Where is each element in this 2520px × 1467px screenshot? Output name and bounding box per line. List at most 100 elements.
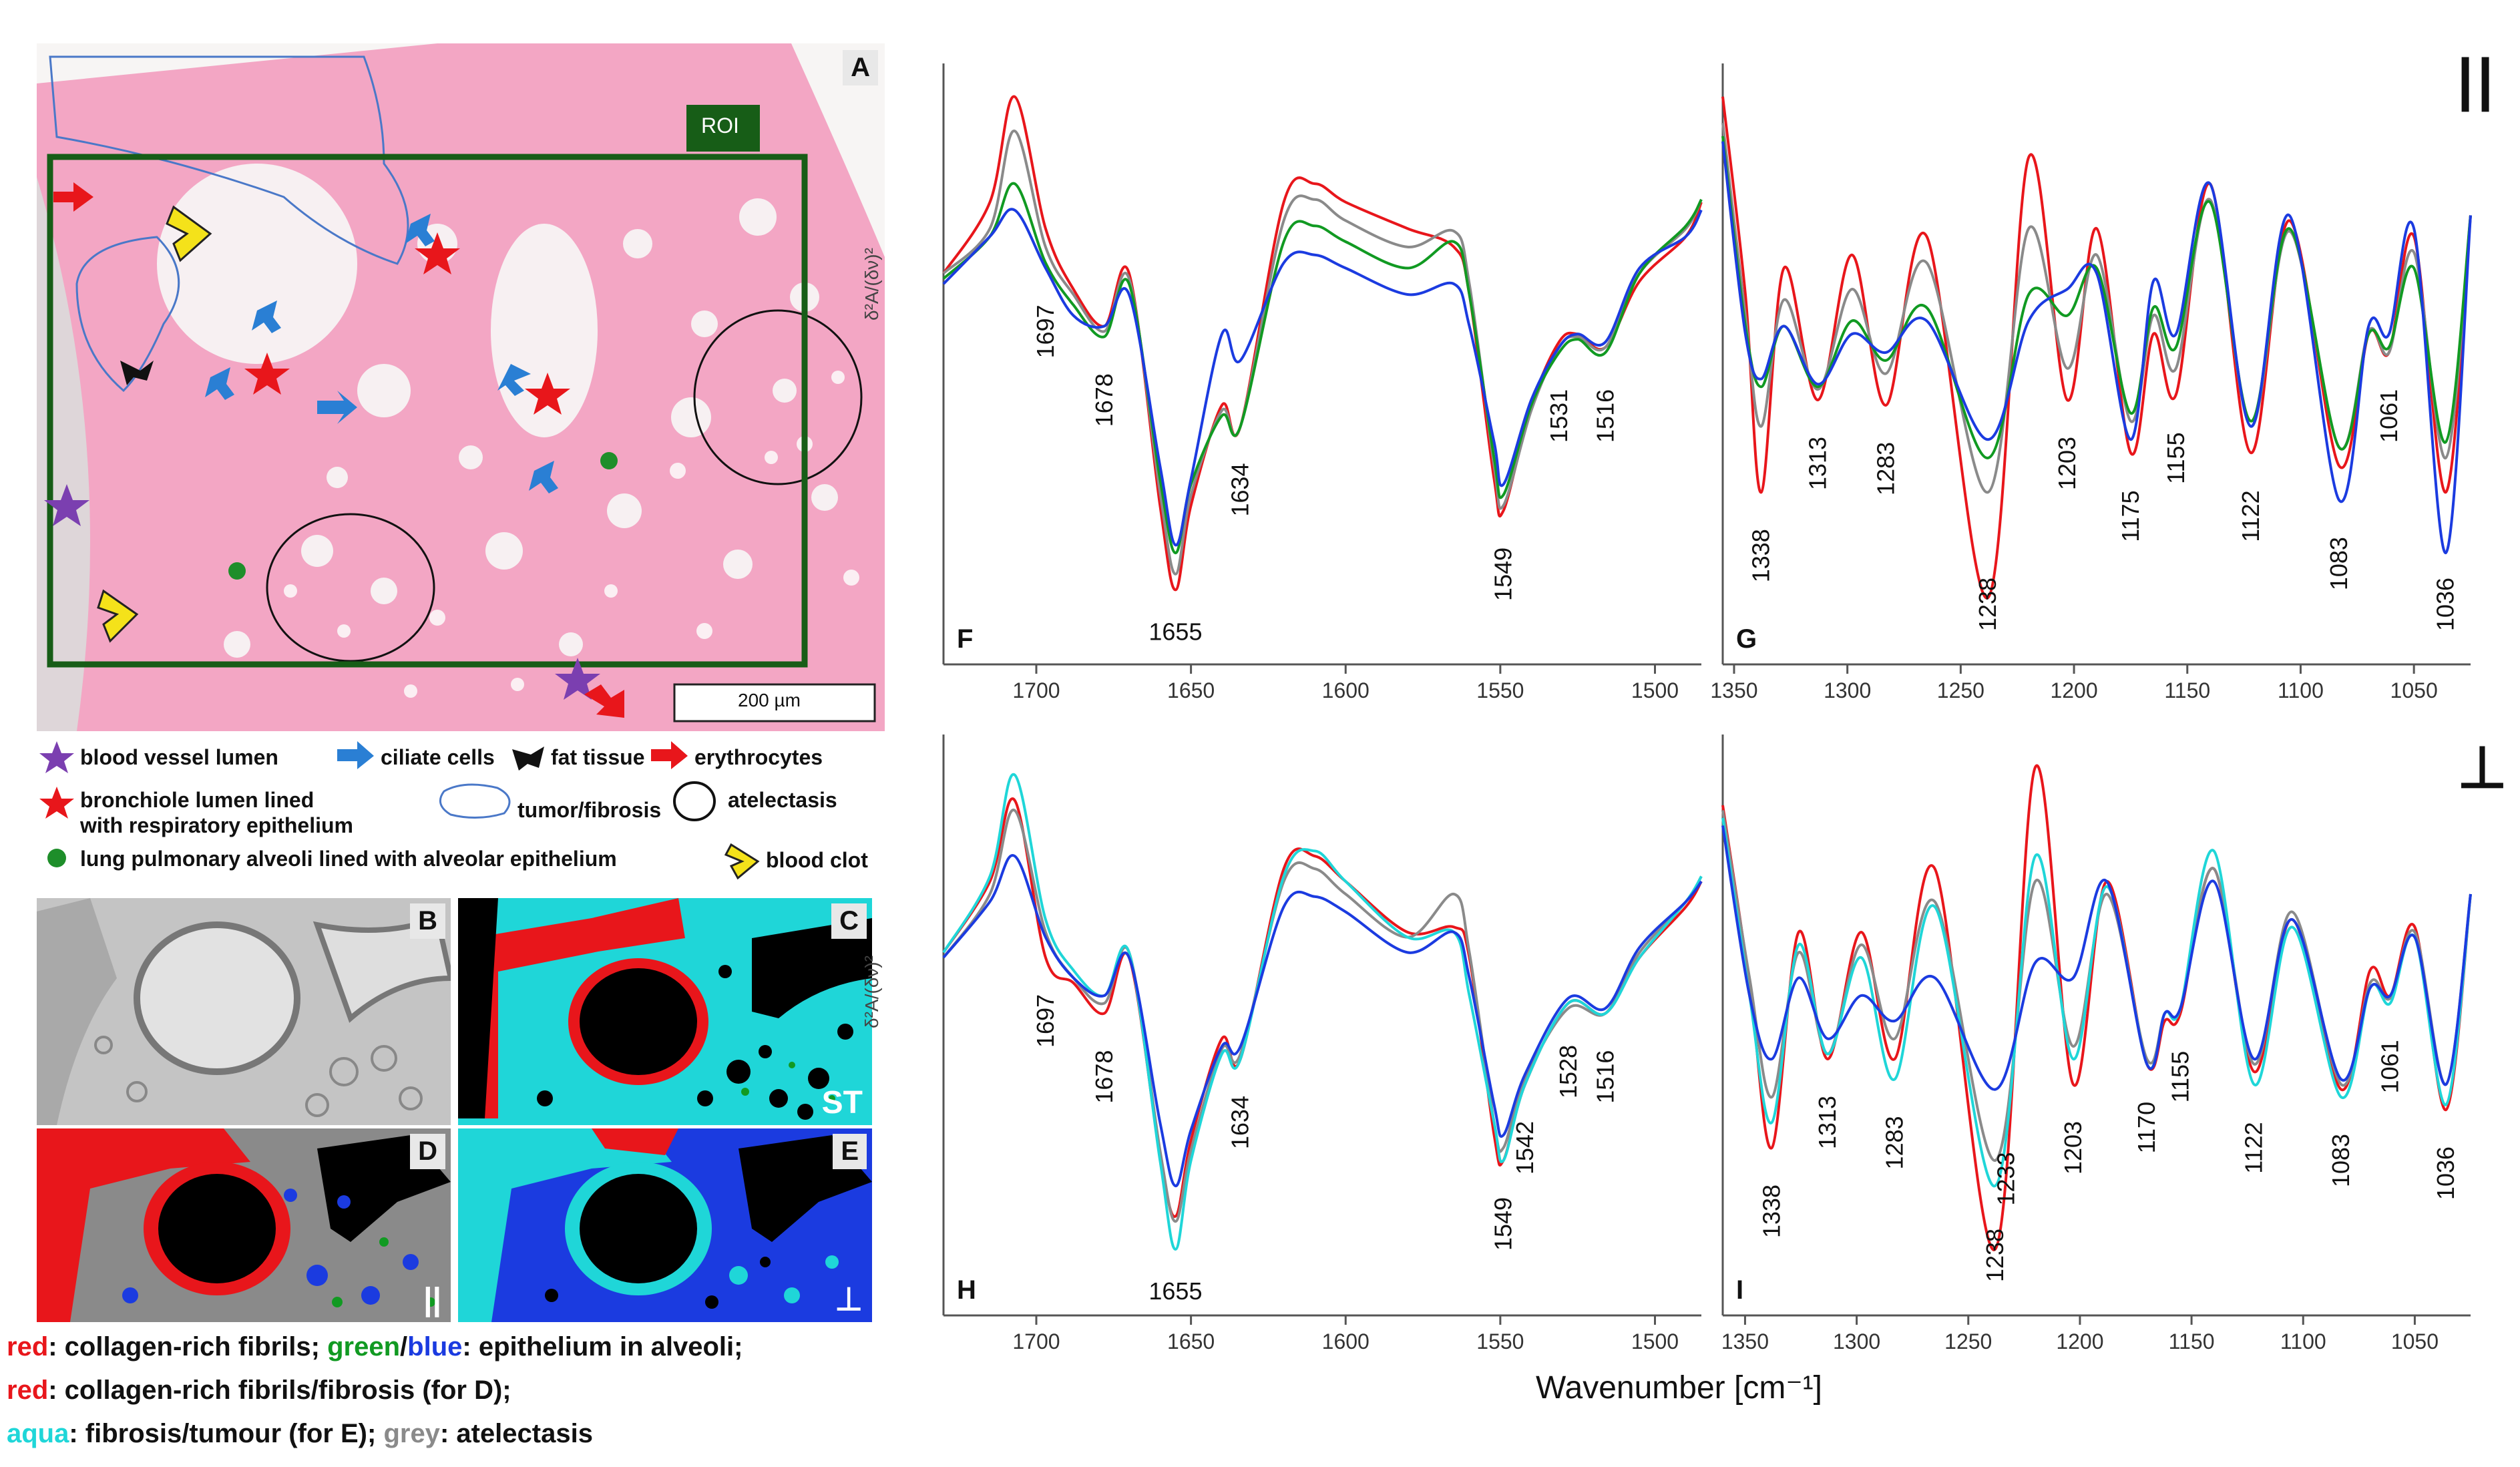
panel-label-i: I [1736,1275,1743,1305]
peak-label-1338: 1338 [1747,529,1775,582]
panel-label-g: G [1736,624,1757,654]
series-line-grey [1721,810,2472,1162]
tumor-outline-icon [439,783,511,819]
alveolar-texture [157,164,838,658]
series-line-aqua [942,773,1703,1251]
peak-label-1549: 1549 [1490,548,1517,601]
roi-label: ROI [701,114,739,138]
x-tick-label: 1150 [2169,1329,2215,1353]
atelectasis-circle-2 [266,513,435,662]
series-line-red [942,95,1703,592]
series-line-blue [942,854,1703,1187]
peak-label-1283: 1283 [1872,442,1899,495]
star-icon [525,373,570,415]
red-star-icon [39,787,74,819]
x-tick-label: 1200 [2056,1329,2103,1353]
x-tick-label: 1200 [2050,678,2097,702]
caption-line-2: red: collagen-rich fibrils/fibrosis (for… [7,1376,511,1406]
caption-text-1a: : collagen-rich fibrils; [48,1332,328,1361]
legend-bronchiole-1: bronchiole lumen lined [80,788,314,812]
x-tick-label: 1350 [1710,678,1757,702]
caption-red-2: red [7,1376,49,1405]
series-line-red [1721,764,2472,1251]
image-panel-b: B [37,898,451,1125]
panel-c-tag: ST [821,1085,863,1120]
image-panel-e: E ⊥ [458,1128,872,1322]
caption-slash: / [400,1332,408,1361]
ciliate-arrow-icon [529,461,558,493]
panel-label-c: C [831,903,867,939]
x-tick-label: 1550 [1476,678,1524,702]
legend-atelectasis: atelectasis [728,788,837,812]
yellow-clot-markers [97,205,212,643]
peak-label-1155: 1155 [2166,1051,2193,1102]
ciliate-arrow-icon [405,214,435,246]
roi-tag-box [686,105,760,152]
caption-grey: grey [383,1419,440,1448]
x-tick-label: 1500 [1631,1329,1679,1353]
series-line-red [1721,96,2472,600]
blue-arrow-icon [337,741,374,769]
peak-label-1549: 1549 [1490,1197,1517,1251]
purple-star-markers [44,484,600,700]
histology-legend: blood vessel lumen ciliate cells fat tis… [37,735,898,888]
peak-label-1313: 1313 [1804,437,1832,490]
legend-tumor: tumor/fibrosis [517,798,662,822]
x-tick-label: 1650 [1167,678,1215,702]
series-line-red [942,797,1703,1218]
green-dot-icon [47,849,66,867]
x-tick-label: 1350 [1721,1329,1769,1353]
peak-label-1083: 1083 [2327,1134,2354,1187]
peak-label-1516: 1516 [1591,1050,1619,1104]
perpendicular-symbol: ⊥ [2457,736,2507,800]
legend-blood-vessel: blood vessel lumen [80,745,278,769]
panel-label-e: E [833,1134,867,1169]
peak-label-1655: 1655 [1148,1277,1202,1305]
peak-label-1083: 1083 [2325,537,2352,590]
ciliate-arrow-icon [317,391,357,424]
caption-aqua: aqua [7,1419,69,1448]
alveoli-dot [228,562,246,580]
caption-text-3b: : atelectasis [439,1419,593,1448]
peak-label-1203: 1203 [2053,437,2081,490]
series-line-grey [942,809,1703,1223]
parallel-symbol: || [2457,47,2498,112]
peak-label-1697: 1697 [1032,304,1059,358]
ciliate-arrow-icon [497,364,531,396]
peak-label-1233: 1233 [1992,1152,2020,1205]
x-axis-title: Wavenumber [cm⁻¹] [1536,1370,1822,1406]
star-icon [244,353,290,395]
x-tick-label: 1600 [1322,1329,1370,1353]
peak-label-1061: 1061 [2375,389,2402,443]
peak-label-1155: 1155 [2162,432,2189,483]
image-panel-c: C ST [458,898,872,1125]
peak-label-1238: 1238 [1974,578,2001,631]
scale-bar-box [673,683,876,722]
x-tick-label: 1700 [1012,1329,1060,1353]
peak-label-1634: 1634 [1227,1096,1254,1149]
x-tick-label: 1550 [1476,1329,1524,1353]
red-arrow-icon [651,741,688,769]
blue-arrow-markers [205,214,558,493]
caption-line-3: aqua: fibrosis/tumour (for E); grey: ate… [7,1419,593,1449]
legend-fat: fat tissue [551,745,645,769]
spectral-map-e [458,1128,872,1322]
caption-blue: blue [407,1332,463,1361]
caption-text-2a: : collagen-rich fibrils/fibrosis (for D)… [48,1376,511,1405]
ciliate-arrow-icon [252,300,281,333]
x-tick-label: 1650 [1167,1329,1215,1353]
series-line-grey [942,130,1703,576]
peak-label-1122: 1122 [2237,490,2264,542]
peak-label-1122: 1122 [2240,1122,2268,1173]
peak-label-1036: 1036 [2432,1146,2459,1200]
caption-line-1: red: collagen-rich fibrils; green/blue: … [7,1332,743,1362]
fat-tissue-arrow-icon [120,361,154,385]
blood-clot-icon [97,589,139,643]
scale-bar-label: 200 µm [738,690,801,710]
yellow-clot-icon [724,843,760,880]
peak-label-1338: 1338 [1758,1185,1786,1238]
series-line-blue [942,208,1703,547]
spectral-map-d [37,1128,451,1322]
peak-label-1036: 1036 [2432,578,2459,631]
peak-label-1528: 1528 [1554,1045,1582,1098]
